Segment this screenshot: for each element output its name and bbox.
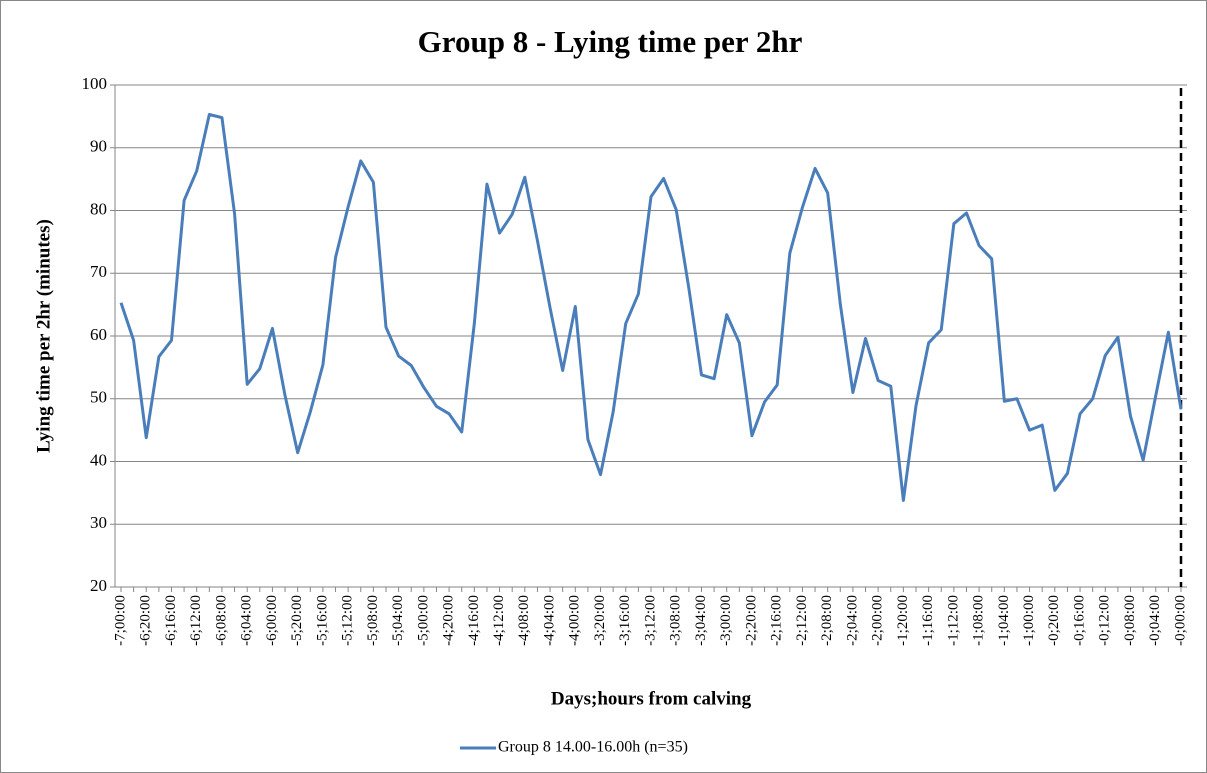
x-tick-label: -6;08:00 (213, 595, 229, 646)
x-tick-label: -0;16:00 (1071, 595, 1087, 646)
x-tick-label: -0;12:00 (1097, 595, 1113, 646)
x-tick-label: -1;20:00 (895, 595, 911, 646)
chart-title: Group 8 - Lying time per 2hr (418, 24, 803, 59)
x-tick-label: -3;08:00 (668, 595, 684, 646)
x-tick-label: -5;08:00 (365, 595, 381, 646)
x-tick-label: -2;12:00 (794, 595, 810, 646)
x-tick-label: -6;12:00 (188, 595, 204, 646)
x-tick-label: -4;00:00 (567, 595, 583, 646)
x-tick-label: -3;16:00 (617, 595, 633, 646)
x-tick-label: -4;20:00 (441, 595, 457, 646)
x-tick-label: -4;12:00 (491, 595, 507, 646)
x-tick-label: -0;08:00 (1122, 595, 1138, 646)
x-tick-label: -1;00:00 (1021, 595, 1037, 646)
x-tick-label: -2;04:00 (844, 595, 860, 646)
x-tick-label: -4;08:00 (516, 595, 532, 646)
x-tick-label: -5;04:00 (390, 595, 406, 646)
x-tick-label: -2;08:00 (819, 595, 835, 646)
y-tick-label: 60 (90, 325, 107, 344)
x-tick-label: -2;00:00 (870, 595, 886, 646)
x-tick-label: -4;04:00 (541, 595, 557, 646)
y-tick-label: 100 (82, 74, 108, 93)
x-tick-label: -6;04:00 (239, 595, 255, 646)
y-tick-label: 70 (90, 262, 107, 281)
x-tick-label: -0;20:00 (1046, 595, 1062, 646)
x-tick-label: -2;20:00 (743, 595, 759, 646)
x-tick-label: -3;12:00 (642, 595, 658, 646)
x-tick-label: -2;16:00 (769, 595, 785, 646)
x-tick-label: -0;00:00 (1172, 595, 1188, 646)
x-tick-label: -5;12:00 (340, 595, 356, 646)
x-tick-label: -1;16:00 (920, 595, 936, 646)
x-tick-label: -1;12:00 (945, 595, 961, 646)
x-axis-label: Days;hours from calving (551, 688, 752, 709)
x-tick-label: -0;04:00 (1147, 595, 1163, 646)
x-tick-label: -3;20:00 (592, 595, 608, 646)
y-tick-label: 90 (90, 137, 107, 156)
x-tick-label: -4;16:00 (466, 595, 482, 646)
x-tick-label: -5;20:00 (289, 595, 305, 646)
x-tick-label: -6;00:00 (264, 595, 280, 646)
y-tick-label: 20 (90, 576, 107, 595)
x-tick-label: -1;04:00 (996, 595, 1012, 646)
x-tick-label: -7;00:00 (112, 595, 128, 646)
y-axis-label: Lying time per 2hr (minutes) (33, 219, 54, 453)
x-tick-label: -1;08:00 (971, 595, 987, 646)
x-tick-label: -3;00:00 (718, 595, 734, 646)
y-tick-label: 80 (90, 199, 107, 218)
x-tick-label: -6;20:00 (138, 595, 154, 646)
x-tick-label: -5;16:00 (314, 595, 330, 646)
x-tick-label: -6;16:00 (163, 595, 179, 646)
x-tick-label: -3;04:00 (693, 595, 709, 646)
x-tick-label: -5;00:00 (415, 595, 431, 646)
legend-label: Group 8 14.00-16.00h (n=35) (498, 739, 688, 756)
y-tick-label: 30 (90, 513, 107, 532)
y-tick-label: 40 (90, 450, 107, 469)
data-line (119, 112, 1183, 502)
y-tick-label: 50 (90, 388, 107, 407)
